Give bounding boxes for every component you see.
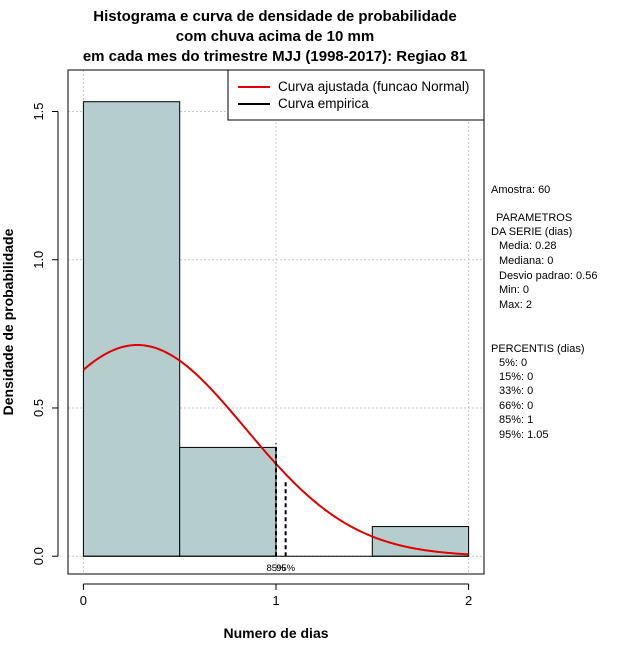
param-max: Max: 2: [499, 299, 532, 311]
sample-size: Amostra: 60: [491, 184, 550, 196]
percentile-label-1: 95%: [276, 563, 296, 574]
y-tick-label-3: 1.5: [31, 102, 46, 120]
percentil-85: 85%: 1: [499, 414, 533, 426]
percentile-lines-layer: 85%95%: [266, 443, 296, 574]
histogram-bar-1: [179, 446, 277, 557]
param-sd: Desvio padrao: 0.56: [499, 270, 597, 282]
percentil-66: 66%: 0: [499, 400, 533, 412]
x-tick-label-2: 2: [465, 593, 472, 608]
chart-title-line-2: com chuva acima de 10 mm: [176, 28, 374, 45]
percentil-33: 33%: 0: [499, 385, 533, 397]
legend-label-normal: Curva ajustada (funcao Normal): [278, 79, 469, 94]
y-axis: 0.0 0.5 1.0 1.5: [31, 102, 59, 565]
x-axis-label: Numero de dias: [223, 625, 328, 641]
percentil-5: 5%: 0: [499, 357, 527, 369]
param-min: Min: 0: [499, 284, 529, 296]
y-tick-label-2: 1.0: [31, 251, 46, 269]
percentile-label-0: 85%: [266, 563, 286, 574]
param-median: Mediana: 0: [499, 255, 553, 267]
param-mean: Media: 0.28: [499, 240, 556, 252]
chart-title-line-3: em cada mes do trimestre MJJ (1998-2017)…: [83, 48, 467, 65]
y-tick-label-0: 0.0: [31, 547, 46, 565]
percentil-95: 95%: 1.05: [499, 429, 549, 441]
legend: Curva ajustada (funcao Normal) Curva emp…: [227, 69, 485, 121]
bars-layer: [82, 101, 470, 557]
percentil-15: 15%: 0: [499, 371, 533, 383]
x-axis: 0 1 2: [80, 583, 472, 608]
legend-label-empirical: Curva empirica: [278, 96, 369, 111]
chart-title-line-1: Histograma e curva de densidade de proba…: [93, 8, 456, 25]
params-title-1: PARAMETROS: [496, 212, 572, 224]
y-axis-label: Densidade de probabilidade: [0, 228, 16, 415]
x-tick-label-0: 0: [80, 593, 87, 608]
histogram-bar-0: [82, 101, 181, 557]
x-tick-label-1: 1: [272, 593, 279, 608]
legend-box: [227, 69, 485, 121]
params-title-2: DA SERIE (dias): [491, 226, 572, 238]
stats-panel: Amostra: 60 PARAMETROS DA SERIE (dias) M…: [491, 184, 597, 441]
percentis-title: PERCENTIS (dias): [491, 343, 585, 355]
y-tick-label-1: 0.5: [31, 399, 46, 417]
